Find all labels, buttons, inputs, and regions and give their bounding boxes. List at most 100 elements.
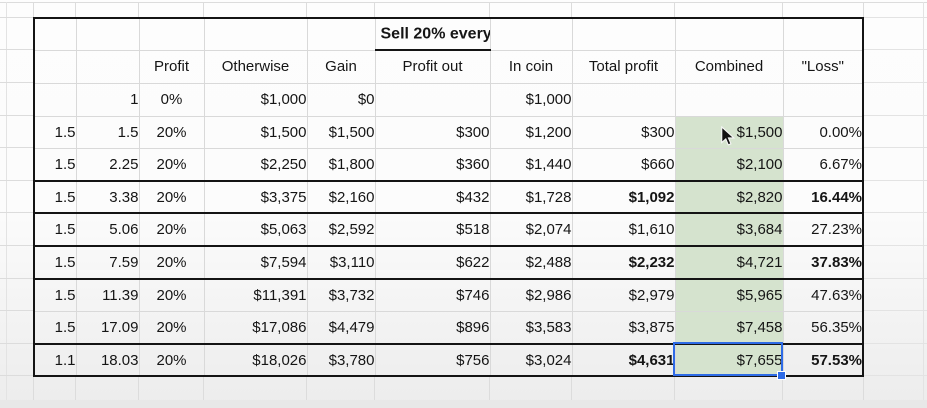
cell-profit-pct[interactable]: 0% — [138, 82, 204, 116]
cell-step-multiplier[interactable]: 1.5 — [34, 147, 76, 181]
cell-loss[interactable]: 16.44% — [782, 180, 863, 213]
cell-step-multiplier[interactable]: 1.5 — [34, 115, 76, 148]
selection-fill-handle[interactable] — [777, 371, 786, 380]
cell-combined[interactable] — [674, 82, 783, 116]
cell-profit-out[interactable]: $756 — [374, 343, 490, 376]
header-cell-in-coin[interactable]: In coin — [489, 49, 572, 83]
empty-cell[interactable] — [674, 17, 783, 50]
cell-total-profit[interactable] — [571, 82, 675, 116]
cell-total-profit[interactable]: $2,979 — [571, 278, 675, 311]
cell-profit-pct[interactable]: 20% — [138, 343, 204, 376]
cell-loss[interactable]: 56.35% — [782, 310, 863, 344]
cell-total-profit[interactable]: $1,610 — [571, 212, 675, 246]
cell-gain[interactable]: $1,800 — [306, 147, 375, 181]
cell-profit-out[interactable]: $622 — [374, 245, 490, 279]
cell-otherwise[interactable]: $2,250 — [203, 147, 307, 181]
header-cell-combined[interactable]: Combined — [674, 49, 783, 83]
cell-gain[interactable]: $0 — [306, 82, 375, 116]
cell-profit-pct[interactable]: 20% — [138, 180, 204, 213]
cell-profit-pct[interactable]: 20% — [138, 310, 204, 344]
cell-loss[interactable] — [782, 82, 863, 116]
cell-combined[interactable]: $1,500 — [674, 115, 783, 148]
cell-step-multiplier[interactable]: 1.5 — [34, 180, 76, 213]
cell-step-multiplier[interactable]: 1.5 — [34, 245, 76, 279]
cell-price-multiple[interactable]: 18.03 — [75, 343, 139, 376]
cell-gain[interactable]: $3,780 — [306, 343, 375, 376]
cell-otherwise[interactable]: $1,000 — [203, 82, 307, 116]
cell-otherwise[interactable]: $1,500 — [203, 115, 307, 148]
cell-in-coin[interactable]: $1,000 — [489, 82, 572, 116]
cell-profit-out[interactable] — [374, 82, 490, 116]
cell-in-coin[interactable]: $3,024 — [489, 343, 572, 376]
table-title-cell[interactable]: Sell 20% every +50% — [374, 17, 490, 51]
cell-profit-out[interactable]: $518 — [374, 212, 490, 246]
cell-combined[interactable]: $7,655 — [674, 343, 783, 376]
cell-price-multiple[interactable]: 1 — [75, 82, 139, 116]
cell-price-multiple[interactable]: 1.5 — [75, 115, 139, 148]
cell-price-multiple[interactable]: 5.06 — [75, 212, 139, 246]
empty-cell[interactable] — [306, 17, 375, 50]
empty-cell[interactable] — [571, 17, 675, 50]
cell-in-coin[interactable]: $1,728 — [489, 180, 572, 213]
cell-loss[interactable]: 6.67% — [782, 147, 863, 181]
cell-total-profit[interactable]: $1,092 — [571, 180, 675, 213]
header-cell-profit-pct[interactable]: Profit — [138, 49, 204, 83]
header-cell-gain[interactable]: Gain — [306, 49, 375, 83]
cell-loss[interactable]: 27.23% — [782, 212, 863, 246]
cell-price-multiple[interactable]: 3.38 — [75, 180, 139, 213]
empty-cell[interactable] — [489, 17, 572, 50]
cell-combined[interactable]: $7,458 — [674, 310, 783, 344]
cell-step-multiplier[interactable]: 1.5 — [34, 212, 76, 246]
cell-loss[interactable]: 0.00% — [782, 115, 863, 148]
empty-cell[interactable] — [138, 17, 204, 50]
empty-cell[interactable] — [75, 17, 139, 50]
empty-cell[interactable] — [782, 17, 863, 50]
header-cell-profit-out[interactable]: Profit out — [374, 49, 490, 83]
cell-gain[interactable]: $2,592 — [306, 212, 375, 246]
header-cell-price-multiple[interactable] — [75, 49, 139, 83]
cell-price-multiple[interactable]: 17.09 — [75, 310, 139, 344]
cell-gain[interactable]: $4,479 — [306, 310, 375, 344]
cell-loss[interactable]: 47.63% — [782, 278, 863, 311]
cell-price-multiple[interactable]: 11.39 — [75, 278, 139, 311]
cell-step-multiplier[interactable]: 1.1 — [34, 343, 76, 376]
empty-cell[interactable] — [34, 17, 76, 50]
header-cell-otherwise[interactable]: Otherwise — [203, 49, 307, 83]
cell-gain[interactable]: $1,500 — [306, 115, 375, 148]
cell-loss[interactable]: 37.83% — [782, 245, 863, 279]
cell-total-profit[interactable]: $660 — [571, 147, 675, 181]
cell-profit-out[interactable]: $896 — [374, 310, 490, 344]
cell-in-coin[interactable]: $3,583 — [489, 310, 572, 344]
cell-otherwise[interactable]: $7,594 — [203, 245, 307, 279]
cell-combined[interactable]: $2,100 — [674, 147, 783, 181]
cell-total-profit[interactable]: $300 — [571, 115, 675, 148]
cell-step-multiplier[interactable]: 1.5 — [34, 278, 76, 311]
cell-profit-out[interactable]: $300 — [374, 115, 490, 148]
cell-total-profit[interactable]: $3,875 — [571, 310, 675, 344]
cell-otherwise[interactable]: $18,026 — [203, 343, 307, 376]
cell-step-multiplier[interactable] — [34, 82, 76, 116]
cell-profit-pct[interactable]: 20% — [138, 245, 204, 279]
cell-profit-pct[interactable]: 20% — [138, 212, 204, 246]
cell-profit-pct[interactable]: 20% — [138, 278, 204, 311]
cell-in-coin[interactable]: $2,488 — [489, 245, 572, 279]
cell-price-multiple[interactable]: 7.59 — [75, 245, 139, 279]
cell-in-coin[interactable]: $2,986 — [489, 278, 572, 311]
cell-combined[interactable]: $2,820 — [674, 180, 783, 213]
header-cell-step-multiplier[interactable] — [34, 49, 76, 83]
cell-otherwise[interactable]: $3,375 — [203, 180, 307, 213]
cell-gain[interactable]: $2,160 — [306, 180, 375, 213]
cell-profit-out[interactable]: $432 — [374, 180, 490, 213]
cell-step-multiplier[interactable]: 1.5 — [34, 310, 76, 344]
cell-loss[interactable]: 57.53% — [782, 343, 863, 376]
cell-profit-pct[interactable]: 20% — [138, 147, 204, 181]
cell-gain[interactable]: $3,110 — [306, 245, 375, 279]
cell-otherwise[interactable]: $17,086 — [203, 310, 307, 344]
cell-combined[interactable]: $4,721 — [674, 245, 783, 279]
cell-profit-out[interactable]: $360 — [374, 147, 490, 181]
cell-gain[interactable]: $3,732 — [306, 278, 375, 311]
cell-combined[interactable]: $5,965 — [674, 278, 783, 311]
cell-profit-pct[interactable]: 20% — [138, 115, 204, 148]
cell-total-profit[interactable]: $4,631 — [571, 343, 675, 376]
cell-price-multiple[interactable]: 2.25 — [75, 147, 139, 181]
